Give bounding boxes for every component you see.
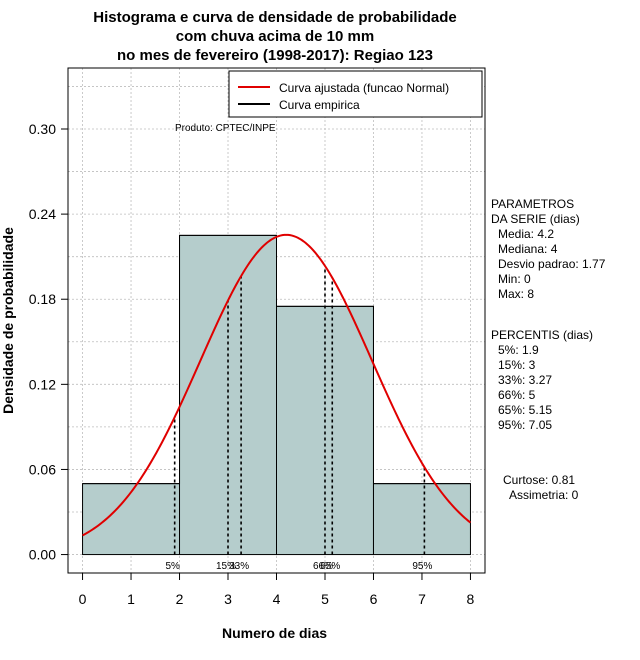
histogram-bar-2 xyxy=(179,234,277,556)
x-tick-label-1: 1 xyxy=(127,591,135,607)
credit-text: Produto: CPTEC/INPE xyxy=(175,123,276,134)
chart-title: Histograma e curva de densidade de proba… xyxy=(93,9,456,64)
x-tick-label-7: 7 xyxy=(418,591,426,607)
stats-parametros-line-7: Max: 8 xyxy=(498,287,534,301)
histogram-bars xyxy=(82,234,471,556)
y-tick-label-4: 0.24 xyxy=(29,206,56,222)
percentile-label-3: 33% xyxy=(229,561,249,572)
fitted-curve xyxy=(82,233,472,537)
stats-parametros-line-2: DA SERIE (dias) xyxy=(491,212,580,226)
x-tick-label-6: 6 xyxy=(370,591,378,607)
x-tick-label-4: 4 xyxy=(273,591,281,607)
legend-box xyxy=(228,70,483,118)
x-tick-label-8: 8 xyxy=(467,591,475,607)
y-tick-label-0: 0.00 xyxy=(29,547,56,563)
percentile-label-5: 65% xyxy=(320,561,340,572)
histogram-bar-4 xyxy=(372,483,471,556)
stats-parametros-line-1: PARAMETROS xyxy=(491,197,574,211)
x-axis-title: Numero de dias xyxy=(222,625,327,641)
y-tick-label-2: 0.12 xyxy=(29,376,56,392)
title-line-3: no mes de fevereiro (1998-2017): Regiao … xyxy=(117,47,433,64)
x-tick-label-2: 2 xyxy=(176,591,184,607)
stats-percentis-line-1: PERCENTIS (dias) xyxy=(491,328,593,342)
histogram-bar-1 xyxy=(82,483,181,556)
empirical-curve xyxy=(82,234,471,485)
x-tick-label-5: 5 xyxy=(321,591,329,607)
y-tick-label-3: 0.18 xyxy=(29,291,56,307)
x-tick-label-3: 3 xyxy=(224,591,232,607)
y-axis-title: Densidade de probabilidade xyxy=(0,227,16,414)
stats-parametros-line-3: Media: 4.2 xyxy=(498,227,554,241)
legend-label-2: Curva empirica xyxy=(279,98,360,112)
y-tick-label-5: 0.30 xyxy=(29,121,56,137)
percentile-label-6: 95% xyxy=(412,561,432,572)
stats-shape-line-2: Assimetria: 0 xyxy=(509,488,579,502)
stats-percentis-line-5: 66%: 5 xyxy=(498,388,536,402)
stats-parametros-line-5: Desvio padrao: 1.77 xyxy=(498,257,606,271)
title-line-1: Histograma e curva de densidade de proba… xyxy=(93,9,456,26)
stats-parametros-line-6: Min: 0 xyxy=(498,272,531,286)
y-tick-label-1: 0.06 xyxy=(29,461,56,477)
stats-percentis-line-7: 95%: 7.05 xyxy=(498,418,552,432)
stats-percentis-line-4: 33%: 3.27 xyxy=(498,373,552,387)
legend-label-1: Curva ajustada (funcao Normal) xyxy=(279,81,449,95)
normal-curve-line xyxy=(82,233,472,537)
title-line-2: com chuva acima de 10 mm xyxy=(176,28,374,45)
stats-percentis-line-2: 5%: 1.9 xyxy=(498,343,539,357)
percentile-label-1: 5% xyxy=(165,561,180,572)
legend: Curva ajustada (funcao Normal) Curva empi… xyxy=(228,70,483,118)
x-tick-label-0: 0 xyxy=(79,591,87,607)
percentile-label-4: 66% xyxy=(313,561,333,572)
stats-parametros-line-4: Mediana: 4 xyxy=(498,242,558,256)
stats-percentis-line-6: 65%: 5.15 xyxy=(498,403,552,417)
percentile-label-2: 15% xyxy=(216,561,236,572)
axes: 0 1 2 3 4 5 6 7 8 0.00 0.06 0.12 0.18 0.24 0.30 Numero … xyxy=(0,67,486,641)
stats-shape-line-1: Curtose: 0.81 xyxy=(503,473,575,487)
stats-percentis-line-3: 15%: 3 xyxy=(498,358,536,372)
percentile-lines: 5% 15%33% 66%65% 95% xyxy=(165,265,433,572)
